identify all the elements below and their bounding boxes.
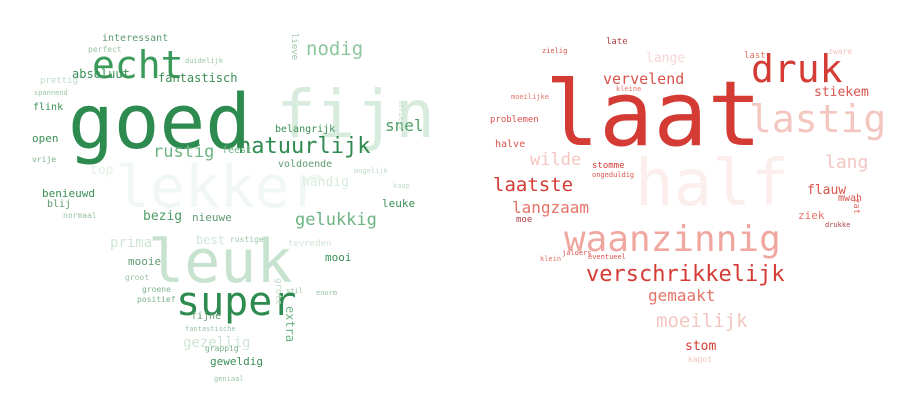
word-gemaakt: gemaakt: [648, 286, 716, 305]
word-nodig: nodig: [306, 38, 364, 60]
word-verschrikkelijk: verschrikkelijk: [586, 262, 785, 287]
word-waanzinnig: waanzinnig: [564, 219, 781, 260]
word-ziek: ziek: [798, 209, 825, 222]
word-lekker: lekker: [115, 153, 325, 221]
word-klein: klein: [540, 255, 562, 263]
word-normaal: normaal: [63, 211, 97, 220]
word-natuurlijk: natuurlijk: [238, 134, 371, 159]
word-gezellig: gezellig: [183, 335, 251, 351]
word-geweldig: geweldig: [210, 355, 263, 368]
word-kaap: kaap: [393, 182, 410, 190]
word-handig: handig: [302, 175, 349, 190]
word-echt: echt: [92, 43, 184, 87]
word-lang: lang: [825, 152, 869, 173]
word-moeilijke: moeilijke: [511, 93, 549, 101]
word-voldoende: voldoende: [278, 159, 333, 170]
word-halve: halve: [495, 139, 526, 150]
word-grote: grote: [273, 278, 283, 306]
word-best: best: [196, 233, 225, 247]
word-mwah: mwah: [838, 193, 863, 204]
word-extra: extra: [283, 306, 297, 343]
word-goed: goed: [68, 77, 252, 166]
word-groot: groot: [125, 273, 150, 282]
negative-word-cloud: laat half druk lastig waanzinnig verschr…: [460, 0, 917, 400]
word-bezig: bezig: [143, 209, 183, 224]
word-feest: feest: [222, 145, 253, 156]
word-mogelijk: mogelijk: [354, 167, 388, 175]
word-zielig: zielig: [542, 47, 568, 55]
word-leuke: leuke: [382, 197, 416, 210]
word-gelukkig: gelukkig: [295, 210, 377, 230]
word-vervelend: vervelend: [603, 70, 685, 88]
word-vrije: vrije: [32, 155, 57, 164]
positive-word-cloud: goed fijn lekker leuk super echt natuurl…: [32, 33, 435, 383]
word-nieuwe: nieuwe: [192, 211, 232, 224]
word-wilde: wilde: [530, 150, 582, 170]
word-stomme: stomme: [592, 161, 625, 171]
word-belangrijk: belangrijk: [275, 124, 336, 135]
word-prima: prima: [110, 235, 153, 251]
word-mooi: mooi: [325, 251, 352, 264]
word-late: late: [606, 37, 628, 47]
word-positief: positief: [137, 295, 176, 304]
word-flink: flink: [33, 102, 64, 113]
word-stiekem: stiekem: [814, 85, 869, 100]
word-top: top: [90, 163, 114, 178]
word-rustige: rustige: [230, 235, 264, 244]
word-moeilijk: moeilijk: [656, 310, 748, 332]
word-half: half: [635, 147, 790, 221]
word-blij: blij: [47, 199, 72, 210]
word-problemen: problemen: [490, 115, 539, 125]
word-absoluut: absoluut: [72, 67, 130, 81]
word-ongeduldig: ongeduldig: [592, 171, 635, 179]
word-grappig: grappig: [205, 344, 239, 353]
word-enorm: enorm: [316, 289, 338, 297]
word-perfect: perfect: [88, 45, 122, 54]
word-snel: snel: [385, 116, 424, 135]
word-stil: stil: [286, 287, 303, 295]
word-open: open: [32, 132, 59, 145]
word-benieuwd: benieuwd: [42, 187, 95, 200]
word-jaloers: jaloers: [562, 249, 592, 257]
word-prettig: prettig: [40, 76, 78, 86]
word-moe: moe: [516, 215, 533, 225]
word-fijn: fijn: [276, 76, 435, 153]
word-laatste: laatste: [493, 174, 574, 196]
word-super: super: [176, 279, 297, 325]
word-flauw: flauw: [807, 183, 847, 198]
word-lastig: lastig: [749, 97, 887, 141]
word-groene: groene: [142, 285, 171, 294]
word-interessant: interessant: [102, 33, 169, 44]
word-laat: laat: [545, 62, 762, 167]
word-lieve: lieve: [289, 33, 299, 61]
word-stom: stom: [685, 339, 717, 354]
word-mooie: mooie: [128, 255, 162, 268]
word-fantastische: fantastische: [185, 325, 236, 333]
word-duidelijk: duidelijk: [185, 57, 223, 65]
word-zware: zware: [828, 47, 853, 56]
word-leuk: leuk: [148, 227, 293, 297]
word-kapot: kapot: [688, 355, 713, 364]
word-langzaam: langzaam: [512, 198, 590, 217]
word-fantastisch: fantastisch: [158, 71, 238, 85]
word-eventueel: eventueel: [588, 253, 626, 261]
word-tevreden: tevreden: [288, 239, 332, 249]
word-rustig: rustig: [153, 142, 215, 162]
word-serieus: serieus: [397, 100, 405, 130]
word-fijne: fijne: [191, 311, 222, 322]
word-last: last: [744, 51, 766, 61]
word-lange: lange: [646, 51, 686, 66]
word-drukke: drukke: [825, 221, 851, 229]
word-spannend: spannend: [34, 89, 68, 97]
word-zat: zat: [851, 198, 861, 215]
word-druk: druk: [751, 47, 843, 91]
word-geniaal: geniaal: [214, 375, 244, 383]
word-kleine: kleine: [616, 85, 642, 93]
